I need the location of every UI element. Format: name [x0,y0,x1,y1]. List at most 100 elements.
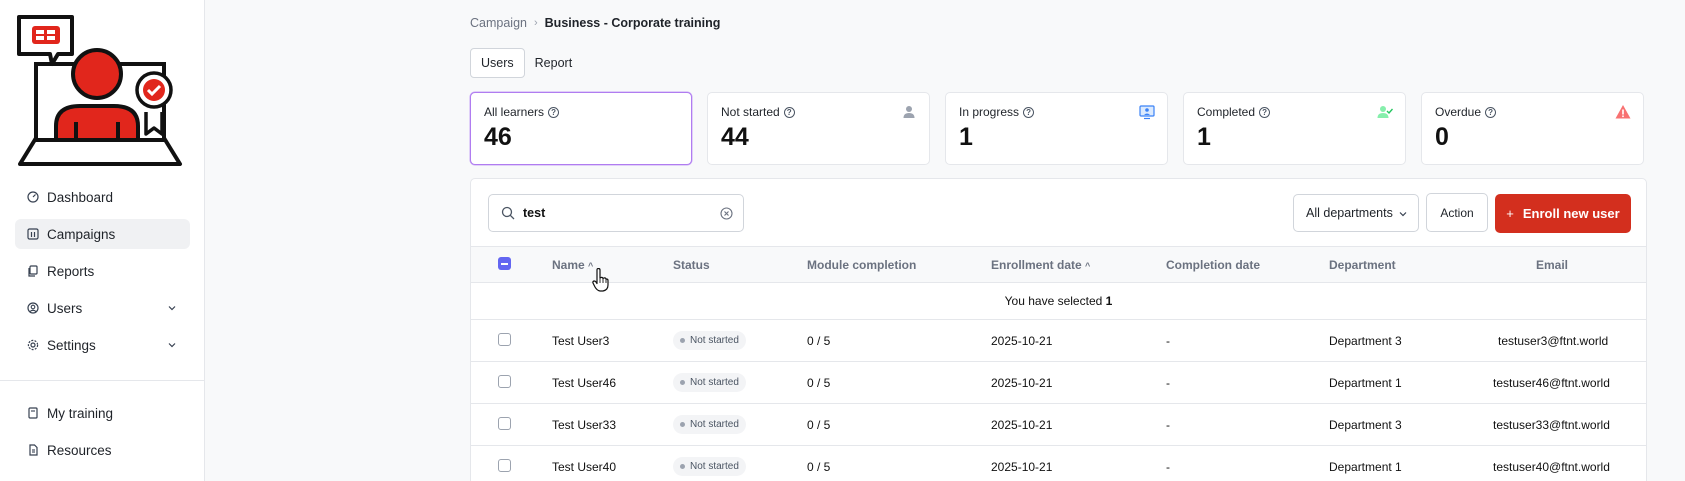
row-checkbox[interactable] [498,333,511,346]
card-label-row: In progress? [959,105,1035,119]
stat-cards: All learners? 46 Not started? 44 In prog… [470,92,1644,165]
sort-up-icon: ^ [1085,261,1091,271]
action-button[interactable]: Action [1426,193,1488,232]
help-icon[interactable]: ? [1485,106,1497,118]
row-checkbox[interactable] [498,417,511,430]
chevron-down-icon [1399,212,1407,217]
select-all-checkbox[interactable] [498,257,511,270]
search-input[interactable]: test [488,194,744,232]
column-enrollment-date[interactable]: Enrollment date ^ [991,258,1090,272]
user-circle-icon [27,302,39,314]
cell-department: Department 1 [1329,376,1402,390]
file-icon [27,444,39,456]
cell-completion: - [1166,334,1170,348]
selection-count: 1 [1105,294,1113,308]
cell-email: testuser33@ftnt.world [1493,418,1610,432]
nav-label: Settings [47,337,96,353]
status-badge: Not started [673,331,746,350]
cell-email: testuser40@ftnt.world [1493,460,1610,474]
help-icon[interactable]: ? [1023,106,1035,118]
fortinet-training-logo[interactable] [14,14,189,182]
cell-enrollment: 2025-10-21 [991,334,1053,348]
status-badge: Not started [673,373,746,392]
nav-item-settings[interactable]: Settings [15,330,190,360]
plus-icon: + [1506,206,1514,221]
card-label-row: All learners? [484,105,560,119]
card-value: 1 [1197,123,1211,151]
cell-department: Department 3 [1329,418,1402,432]
department-filter-value: All departments [1306,206,1393,220]
nav-item-reports[interactable]: Reports [15,256,190,286]
chevron-down-icon[interactable] [166,302,178,314]
card-completed[interactable]: Completed? 1 [1183,92,1406,165]
column-name[interactable]: Name ^ [552,258,593,272]
nav-item-campaigns[interactable]: Campaigns [15,219,190,249]
cell-name: Test User33 [552,418,617,432]
card-overdue[interactable]: Overdue? 0 [1421,92,1644,165]
breadcrumb: Campaign › Business - Corporate training [470,16,720,30]
breadcrumb-parent[interactable]: Campaign [470,16,527,30]
card-in-progress[interactable]: In progress? 1 [945,92,1168,165]
card-label-row: Completed? [1197,105,1271,119]
hand-cursor-icon [592,268,609,292]
status-badge: Not started [673,415,746,434]
nav-item-my-training[interactable]: My training [15,398,190,428]
nav-item-users[interactable]: Users [15,293,190,323]
status-text: Not started [690,419,739,430]
nav-item-resources[interactable]: Resources [15,435,190,465]
nav-label: Resources [47,442,112,458]
user-check-icon [1377,106,1393,118]
document-icon [27,265,39,277]
cell-module: 0 / 5 [807,334,831,348]
table-row[interactable]: Test User46 Not started 0 / 5 2025-10-21… [471,362,1646,404]
column-department[interactable]: Department [1329,258,1396,272]
nav-label: Campaigns [47,226,116,242]
card-not-started[interactable]: Not started? 44 [707,92,930,165]
tab-users[interactable]: Users [470,48,525,78]
chevron-down-icon[interactable] [166,339,178,351]
card-label: Not started [721,105,780,119]
secondary-nav: My training Resources [15,398,190,472]
cell-email: testuser46@ftnt.world [1493,376,1610,390]
column-status[interactable]: Status [673,258,710,272]
cell-department: Department 3 [1329,334,1402,348]
row-checkbox[interactable] [498,459,511,472]
help-icon[interactable]: ? [783,106,795,118]
cell-name: Test User3 [552,334,610,348]
status-text: Not started [690,335,739,346]
nav-label: Users [47,300,83,316]
table-header: Name ^ Status Module completion Enrollme… [471,246,1646,283]
nav-label: Dashboard [47,189,114,205]
status-badge: Not started [673,457,746,476]
card-value: 44 [721,123,749,151]
card-label-row: Not started? [721,105,795,119]
card-value: 1 [959,123,973,151]
cell-completion: - [1166,418,1170,432]
cell-enrollment: 2025-10-21 [991,376,1053,390]
table-row[interactable]: Test User40 Not started 0 / 5 2025-10-21… [471,446,1646,481]
table-row[interactable]: Test User33 Not started 0 / 5 2025-10-21… [471,404,1646,446]
column-name-label: Name [552,258,585,272]
cell-name: Test User40 [552,460,617,474]
monitor-user-icon [1139,105,1155,120]
tab-bar: Users Report [470,48,582,78]
card-label: All learners [484,105,545,119]
column-completion-date[interactable]: Completion date [1166,258,1261,272]
column-module-completion[interactable]: Module completion [807,258,917,272]
help-icon[interactable]: ? [1259,106,1271,118]
help-icon[interactable]: ? [548,106,560,118]
status-text: Not started [690,377,739,388]
clear-icon[interactable] [720,207,733,220]
column-email[interactable]: Email [1536,258,1569,272]
department-filter[interactable]: All departments [1293,194,1419,232]
row-checkbox[interactable] [498,375,511,388]
chevron-right-icon: › [533,17,538,29]
tab-report[interactable]: Report [534,56,573,70]
nav-item-dashboard[interactable]: Dashboard [15,182,190,212]
enroll-new-user-button[interactable]: + Enroll new user [1495,194,1631,233]
table-row[interactable]: Test User3 Not started 0 / 5 2025-10-21 … [471,320,1646,362]
card-label: Completed [1197,105,1256,119]
card-all-learners[interactable]: All learners? 46 [470,92,692,165]
users-table-panel: test All departments Action + Enroll new… [470,178,1647,481]
cell-enrollment: 2025-10-21 [991,460,1053,474]
